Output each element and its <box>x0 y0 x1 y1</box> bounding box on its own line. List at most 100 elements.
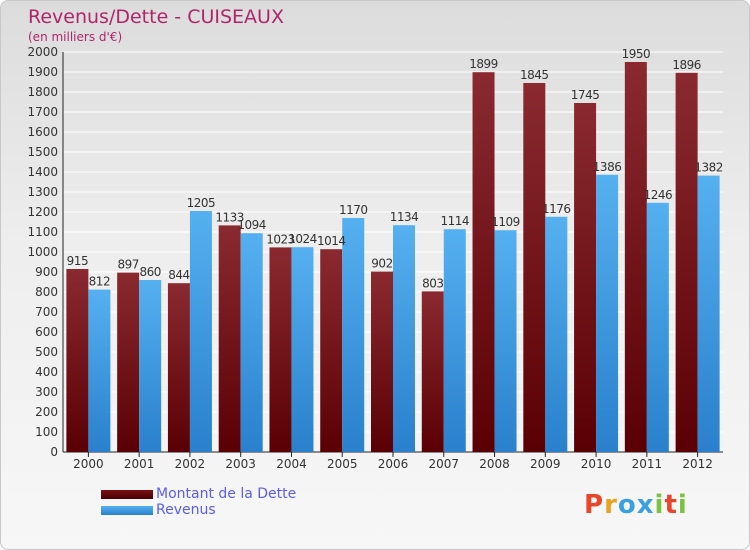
bar-revenus <box>88 289 111 452</box>
y-tick-label: 2000 <box>27 45 58 59</box>
data-label: 1176 <box>542 202 571 216</box>
data-label: 1133 <box>215 210 244 224</box>
chart-title: Revenus/Dette - CUISEAUX <box>28 6 284 28</box>
x-tick-label: 2000 <box>73 457 104 471</box>
data-label: 1134 <box>390 210 419 224</box>
data-label: 1386 <box>593 160 622 174</box>
bar-dette <box>117 272 140 452</box>
y-tick-label: 1400 <box>27 165 58 179</box>
x-axis: 2000 2001 2002 2003 2004 2005 2006 2007 2008 2009… <box>63 451 723 471</box>
data-label: 1845 <box>520 68 549 82</box>
bar-revenus <box>139 280 162 452</box>
logo-letter: t <box>664 490 678 520</box>
data-label: 1745 <box>571 88 600 102</box>
bar-dette <box>320 249 343 452</box>
bar-revenus <box>393 225 415 452</box>
y-tick-label: 300 <box>35 385 58 399</box>
data-label: 915 <box>67 254 88 268</box>
bar-dette <box>66 269 89 452</box>
bar-revenus <box>291 247 314 452</box>
bar-revenus <box>342 218 365 452</box>
x-tick-label: 2009 <box>530 457 561 471</box>
data-label: 1024 <box>288 232 317 246</box>
bar-revenus <box>646 202 669 452</box>
x-tick-label: 2003 <box>225 457 256 471</box>
bar-revenus <box>494 230 517 452</box>
data-label: 1109 <box>491 215 520 229</box>
y-tick-label: 1900 <box>27 65 58 79</box>
data-label: 1205 <box>187 196 216 210</box>
bar-dette <box>371 271 393 452</box>
data-label: 1094 <box>237 218 266 232</box>
bar-dette <box>523 83 546 452</box>
data-label: 1246 <box>644 188 673 202</box>
y-tick-label: 900 <box>35 265 58 279</box>
y-tick-label: 0 <box>50 445 58 459</box>
bar-dette <box>218 225 241 452</box>
y-tick-label: 200 <box>35 405 58 419</box>
x-tick-label: 2001 <box>124 457 155 471</box>
legend-label-dette: Montant de la Dette <box>156 486 297 502</box>
bar-dette <box>421 291 444 452</box>
data-label: 1023 <box>266 232 295 246</box>
bar-dette <box>675 72 698 453</box>
x-tick-label: 2004 <box>276 457 307 471</box>
legend-swatch-revenus <box>101 506 153 515</box>
data-label: 860 <box>139 265 160 279</box>
proxiti-logo: Proxiti <box>584 490 688 520</box>
y-tick-label: 1600 <box>27 125 58 139</box>
y-tick-label: 1500 <box>27 145 58 159</box>
x-tick-label: 2008 <box>479 457 510 471</box>
x-tick-label: 2006 <box>378 457 409 471</box>
x-tick-label: 2010 <box>581 457 612 471</box>
data-label: 1114 <box>440 214 469 228</box>
bar-dette <box>574 103 597 452</box>
data-label: 902 <box>371 257 392 271</box>
x-tick-label: 2012 <box>682 457 713 471</box>
x-tick-label: 2007 <box>428 457 459 471</box>
logo-letter: i <box>654 490 665 520</box>
bar-revenus <box>545 216 568 452</box>
data-label: 844 <box>168 268 189 282</box>
legend-label-revenus: Revenus <box>156 502 216 518</box>
y-tick-label: 800 <box>35 285 58 299</box>
bars <box>66 62 720 453</box>
data-label: 1950 <box>622 47 651 61</box>
x-tick-label: 2005 <box>327 457 358 471</box>
y-tick-label: 700 <box>35 305 58 319</box>
logo-letter: x <box>636 490 655 520</box>
y-tick-label: 600 <box>35 325 58 339</box>
logo-letter: P <box>584 490 605 520</box>
data-label: 1896 <box>672 58 701 72</box>
bar-revenus <box>596 174 619 453</box>
y-tick-label: 1300 <box>27 185 58 199</box>
y-tick-label: 400 <box>35 365 58 379</box>
x-tick-label: 2011 <box>632 457 663 471</box>
x-tick-label: 2002 <box>175 457 206 471</box>
data-label: 803 <box>422 276 443 290</box>
legend-swatch-dette <box>101 490 153 499</box>
y-tick-label: 1100 <box>27 225 58 239</box>
y-tick-label: 1200 <box>27 205 58 219</box>
y-tick-label: 1000 <box>27 245 58 259</box>
bar-revenus <box>240 233 263 452</box>
logo-letter: o <box>617 490 637 520</box>
data-label: 812 <box>89 275 110 289</box>
y-tick-label: 500 <box>35 345 58 359</box>
bar-dette <box>269 247 292 452</box>
logo-letter: r <box>604 490 618 520</box>
data-label: 1014 <box>317 234 346 248</box>
y-tick-label: 1800 <box>27 85 58 99</box>
y-tick-label: 1700 <box>27 105 58 119</box>
y-axis: 0 100 200 300 400 500 600 700 800 900 1000 1100 1200… <box>27 45 64 459</box>
bar-dette <box>167 283 190 452</box>
bar-revenus <box>697 175 720 452</box>
data-label: 897 <box>117 258 138 272</box>
bar-revenus <box>443 229 466 452</box>
data-label: 1170 <box>339 203 368 217</box>
bar-dette <box>624 62 647 452</box>
y-tick-label: 100 <box>35 425 58 439</box>
